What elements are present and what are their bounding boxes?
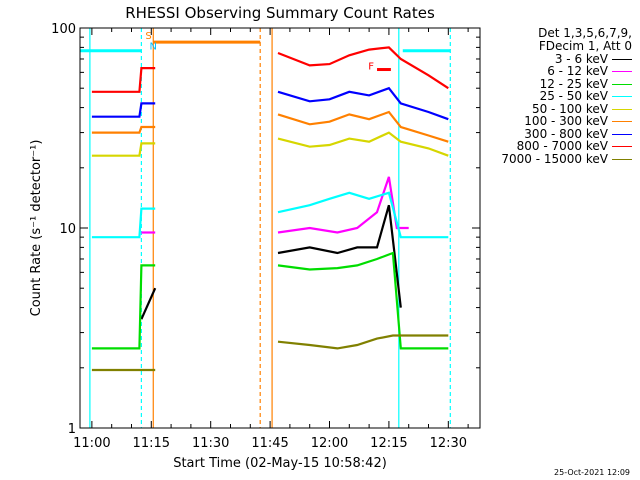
annotations: SN F [80,31,451,73]
x-tick-label: 11:30 [192,436,229,451]
series-line [277,191,449,239]
legend-label: 800 - 7000 keV [516,139,608,154]
legend-swatch [612,158,632,160]
legend-label: 25 - 50 keV [539,89,608,104]
y-tick-label: 10 [59,222,76,237]
legend-swatch [612,96,632,98]
legend-entry: 300 - 800 keV [462,126,632,141]
legend-entry: 100 - 300 keV [462,114,632,129]
legend-rows: 3 - 6 keV 6 - 12 keV 12 - 25 keV 25 - 50 ke… [462,51,632,166]
y-axis-label: Count Rate (s⁻¹ detector⁻¹) [29,140,44,317]
series-line [277,86,449,121]
series-lines [91,46,449,372]
legend-label: 7000 - 15000 keV [501,151,608,166]
generation-timestamp: 25-Oct-2021 12:09 [554,468,630,477]
y-tick-label: 1 [68,422,76,437]
legend-label: 6 - 12 keV [547,64,608,79]
series-line [91,102,156,118]
series-line [277,334,449,350]
legend-entry: 6 - 12 keV [462,64,632,79]
y-tick-label: 100 [51,22,76,37]
x-tick-label: 11:45 [251,436,288,451]
legend-label: 3 - 6 keV [554,51,608,66]
legend-header-decimation: FDecim 1, Att 0 [538,39,632,53]
series-line [91,125,156,134]
legend-entry: 25 - 50 keV [462,89,632,104]
series-line [277,176,409,234]
series-line [277,110,449,143]
legend-entry: 12 - 25 keV [462,76,632,91]
legend-entry: 3 - 6 keV [462,51,632,66]
annotation-label: S [145,31,151,42]
x-axis-label: Start Time (02-May-15 10:58:42) [173,456,387,471]
legend-swatch [612,146,632,148]
legend-entry: 800 - 7000 keV [462,139,632,154]
legend-label: 50 - 100 keV [531,101,608,116]
x-tick-label: 12:30 [430,436,467,451]
legend-label: 100 - 300 keV [524,114,608,129]
legend: Det 1,3,5,6,7,9, FDecim 1, Att 0 3 - 6 k… [462,27,632,166]
annotation-label: F [368,62,374,73]
legend-entry: 7000 - 15000 keV [462,151,632,166]
x-tick-label: 11:00 [73,436,110,451]
legend-swatch [612,71,632,73]
series-line [277,46,449,90]
x-axis-ticks: 11:00 11:15 11:30 11:45 12:00 12:15 12:30 [73,28,469,451]
series-line [277,204,402,308]
x-tick-label: 11:15 [133,436,170,451]
legend-label: 300 - 800 keV [524,126,608,141]
legend-swatch [612,58,632,60]
series-line [91,264,156,350]
series-line [277,131,449,157]
legend-entry: 50 - 100 keV [462,101,632,116]
x-tick-label: 12:15 [370,436,407,451]
legend-swatch [612,121,632,123]
series-line [277,251,449,350]
legend-swatch [612,83,632,85]
legend-label: 12 - 25 keV [539,76,608,91]
annotation-label: N [150,42,157,53]
y-axis-ticks: 1 10 100 [51,22,480,437]
series-line [91,207,156,239]
legend-header-detectors: Det 1,3,5,6,7,9, [538,26,632,40]
chart-title: RHESSI Observing Summary Count Rates [125,4,435,22]
series-line [140,287,157,320]
series-line [91,142,156,157]
series-line [91,66,156,93]
x-tick-label: 12:00 [311,436,348,451]
legend-swatch [612,108,632,110]
legend-swatch [612,133,632,135]
